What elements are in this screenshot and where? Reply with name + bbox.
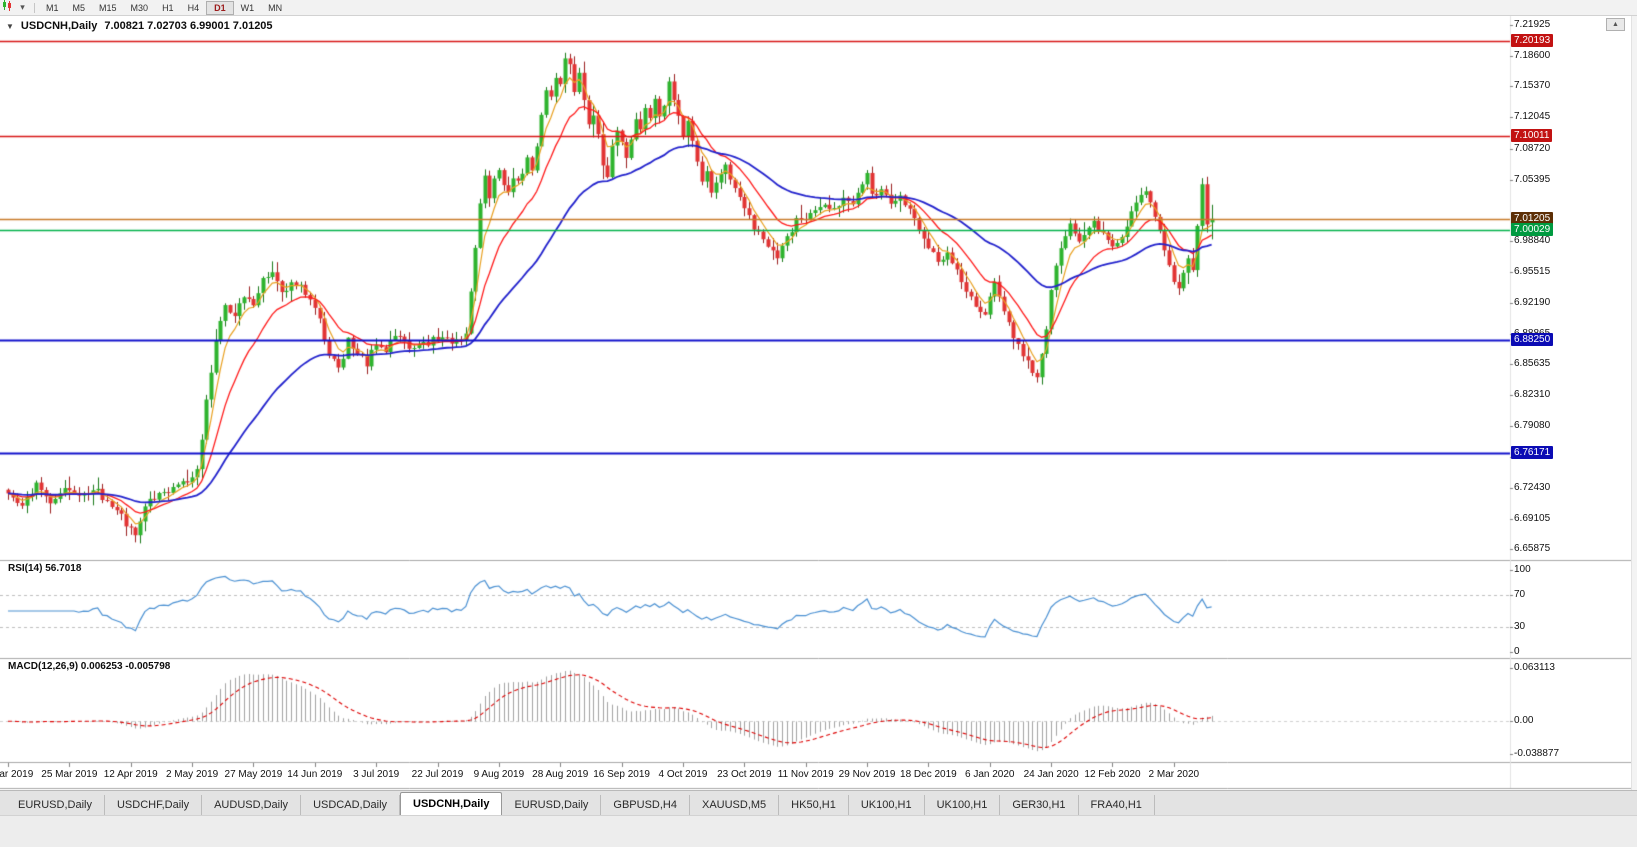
chart-tab-audusd-daily[interactable]: AUDUSD,Daily xyxy=(202,795,302,815)
chart-scroll-up-button[interactable]: ▲ xyxy=(1606,18,1625,31)
status-bar xyxy=(0,815,1637,847)
chart-tab-ger30-h1[interactable]: GER30,H1 xyxy=(1000,795,1079,815)
chart-tab-xauusd-m5[interactable]: XAUUSD,M5 xyxy=(690,795,780,815)
chart-tab-uk100-h1[interactable]: UK100,H1 xyxy=(925,795,1001,815)
chart-tab-eurusd-daily[interactable]: EURUSD,Daily xyxy=(6,795,105,815)
dropdown-caret-icon[interactable]: ▾ xyxy=(20,2,25,12)
chart-tab-eurusd-daily[interactable]: EURUSD,Daily xyxy=(502,795,602,815)
chart-tab-usdcad-daily[interactable]: USDCAD,Daily xyxy=(301,795,401,815)
vertical-scrollbar[interactable] xyxy=(1631,0,1637,847)
toolbar: ▾ M1 M5 M15 M30 H1 H4 D1 W1 MN xyxy=(0,0,1637,16)
ohlc-collapse-caret-icon[interactable]: ▼ xyxy=(6,21,14,31)
chart-tab-bar: EURUSD,Daily USDCHF,Daily AUDUSD,Daily USDC… xyxy=(0,790,1637,815)
timeframe-button-h4[interactable]: H4 xyxy=(187,2,200,13)
chart-tab-uk100-h1[interactable]: UK100,H1 xyxy=(849,795,925,815)
chart-tab-usdcnh-daily[interactable]: USDCNH,Daily xyxy=(400,792,503,815)
chart-tab-usdchf-daily[interactable]: USDCHF,Daily xyxy=(105,795,203,815)
timeframe-button-w1[interactable]: W1 xyxy=(240,2,255,13)
timeframe-buttons: M1 M5 M15 M30 H1 H4 D1 W1 MN xyxy=(39,0,289,15)
timeframe-button-d1[interactable]: D1 xyxy=(206,0,234,15)
toolbar-separator xyxy=(34,2,35,13)
timeframe-button-mn[interactable]: MN xyxy=(268,2,283,13)
timeframe-button-m5[interactable]: M5 xyxy=(72,2,86,13)
candlestick-chart-icon[interactable] xyxy=(0,0,15,16)
timeframe-button-m1[interactable]: M1 xyxy=(46,2,59,13)
timeframe-button-m15[interactable]: M15 xyxy=(99,2,117,13)
timeframe-button-m30[interactable]: M30 xyxy=(130,2,149,13)
chart-tab-gbpusd-h4[interactable]: GBPUSD,H4 xyxy=(601,795,690,815)
chart-tab-fra40-h1[interactable]: FRA40,H1 xyxy=(1079,795,1155,815)
chart-tab-hk50-h1[interactable]: HK50,H1 xyxy=(779,795,849,815)
timeframe-button-h1[interactable]: H1 xyxy=(162,2,174,13)
